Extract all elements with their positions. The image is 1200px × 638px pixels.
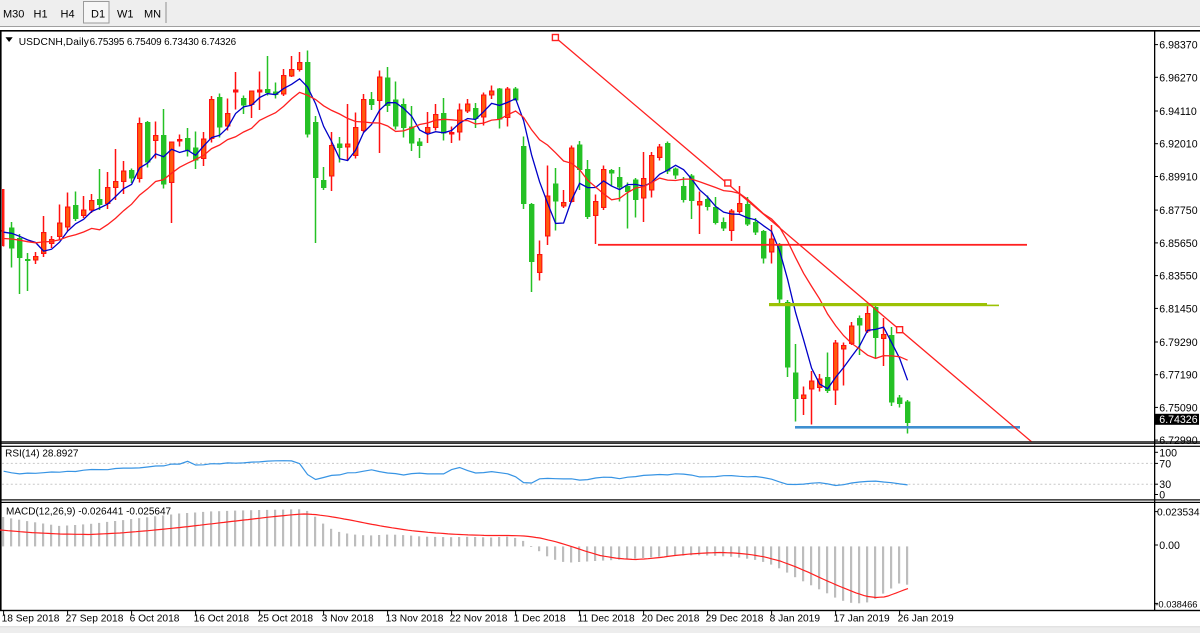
svg-text:16 Oct 2018: 16 Oct 2018 bbox=[194, 614, 250, 625]
svg-text:6.81450: 6.81450 bbox=[1159, 303, 1197, 315]
svg-text:0.023534: 0.023534 bbox=[1157, 508, 1200, 519]
svg-text:D1: D1 bbox=[91, 9, 105, 21]
svg-text:29 Dec 2018: 29 Dec 2018 bbox=[706, 614, 764, 625]
svg-text:20 Dec 2018: 20 Dec 2018 bbox=[642, 614, 700, 625]
svg-text:6.96270: 6.96270 bbox=[1159, 72, 1197, 84]
svg-text:100: 100 bbox=[1159, 447, 1177, 459]
svg-text:6.94110: 6.94110 bbox=[1159, 106, 1197, 118]
svg-text:1 Dec 2018: 1 Dec 2018 bbox=[514, 614, 566, 625]
svg-text:RSI(14) 28.8927: RSI(14) 28.8927 bbox=[5, 448, 79, 459]
svg-text:11 Dec 2018: 11 Dec 2018 bbox=[578, 614, 635, 625]
svg-text:-0.038466: -0.038466 bbox=[1155, 598, 1197, 609]
svg-text:30: 30 bbox=[1159, 479, 1171, 491]
svg-text:6.98370: 6.98370 bbox=[1159, 40, 1197, 52]
svg-text:6.83550: 6.83550 bbox=[1159, 271, 1197, 283]
svg-text:17 Jan 2019: 17 Jan 2019 bbox=[834, 614, 890, 625]
svg-text:6.77190: 6.77190 bbox=[1159, 370, 1197, 382]
svg-text:MACD(12,26,9) -0.026441 -0.025: MACD(12,26,9) -0.026441 -0.025647 bbox=[6, 507, 172, 518]
svg-text:6.72990: 6.72990 bbox=[1159, 435, 1197, 447]
svg-text:6.79290: 6.79290 bbox=[1159, 337, 1197, 349]
svg-text:6.85650: 6.85650 bbox=[1159, 238, 1197, 250]
svg-text:6 Oct 2018: 6 Oct 2018 bbox=[130, 614, 180, 625]
svg-text:0.00: 0.00 bbox=[1159, 540, 1180, 552]
svg-text:MN: MN bbox=[144, 9, 161, 21]
svg-text:27 Sep 2018: 27 Sep 2018 bbox=[66, 614, 124, 625]
svg-text:18 Sep 2018: 18 Sep 2018 bbox=[2, 614, 60, 625]
svg-text:6.74326: 6.74326 bbox=[1159, 414, 1197, 426]
svg-text:25 Oct 2018: 25 Oct 2018 bbox=[258, 614, 314, 625]
svg-text:USDCNH,Daily: USDCNH,Daily bbox=[19, 37, 90, 48]
svg-text:8 Jan 2019: 8 Jan 2019 bbox=[770, 614, 821, 625]
svg-text:70: 70 bbox=[1159, 458, 1171, 470]
svg-text:13 Nov 2018: 13 Nov 2018 bbox=[386, 614, 444, 625]
svg-text:W1: W1 bbox=[117, 9, 134, 21]
svg-text:26 Jan 2019: 26 Jan 2019 bbox=[898, 614, 954, 625]
svg-text:6.92010: 6.92010 bbox=[1159, 139, 1197, 151]
svg-text:0: 0 bbox=[1159, 490, 1165, 502]
svg-text:6.75090: 6.75090 bbox=[1159, 402, 1197, 414]
svg-text:6.89910: 6.89910 bbox=[1159, 172, 1197, 184]
svg-text:6.87750: 6.87750 bbox=[1159, 205, 1197, 217]
svg-text:6.75395 6.75409 6.73430 6.7432: 6.75395 6.75409 6.73430 6.74326 bbox=[90, 37, 237, 48]
svg-text:M30: M30 bbox=[3, 9, 24, 21]
svg-text:3 Nov 2018: 3 Nov 2018 bbox=[322, 614, 374, 625]
svg-text:22 Nov 2018: 22 Nov 2018 bbox=[450, 614, 508, 625]
svg-text:H4: H4 bbox=[61, 9, 75, 21]
svg-text:H1: H1 bbox=[34, 9, 48, 21]
